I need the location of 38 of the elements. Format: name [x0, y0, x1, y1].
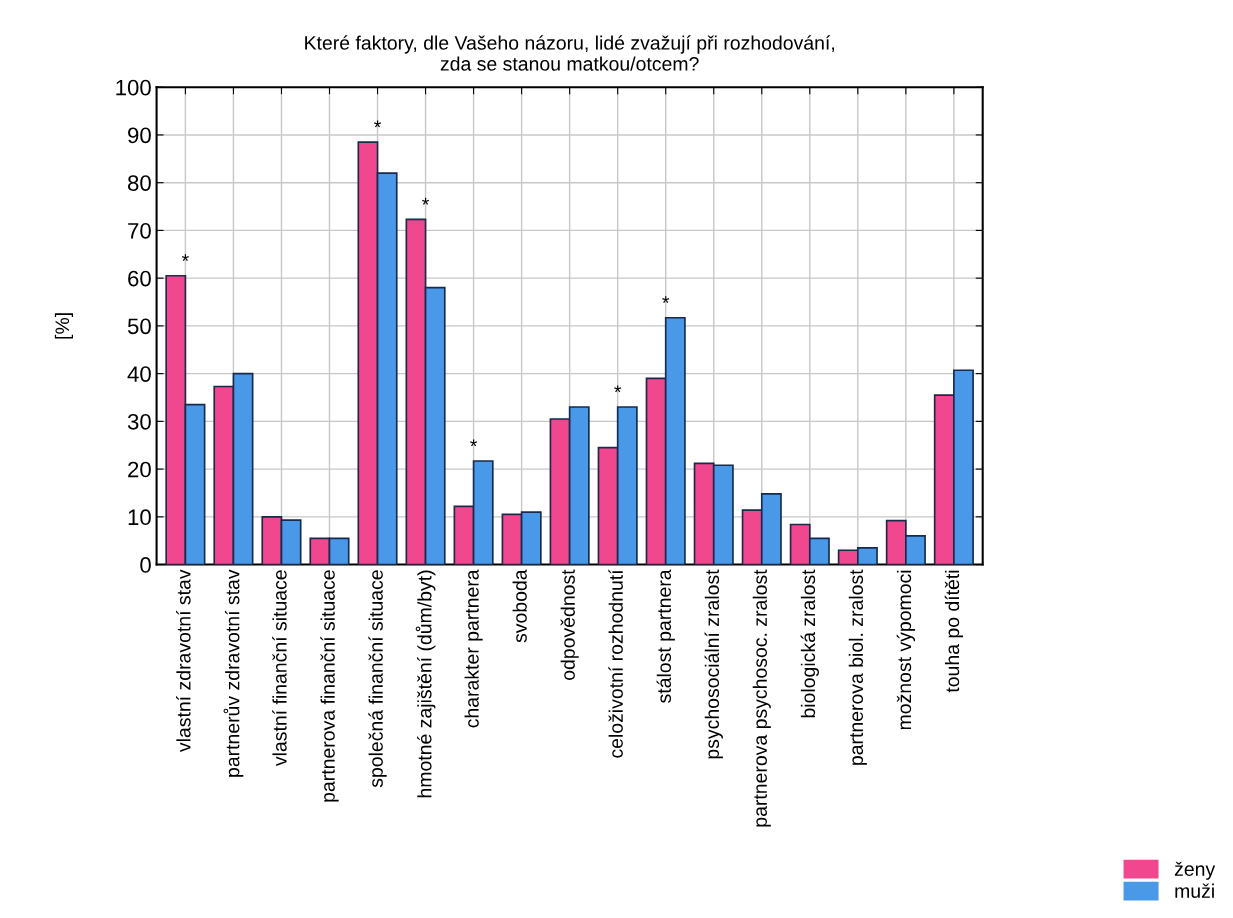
x-tick-label: partnerova psychosoc. zralost: [752, 569, 771, 827]
y-tick-label: 0: [140, 557, 151, 573]
y-tick-label: 40: [127, 366, 151, 382]
x-tick-label: celoživotní rozhodnutí: [608, 569, 623, 758]
x-tick-label: vlastní zdravotní stav: [176, 569, 191, 752]
x-tick-label: charakter partnera: [464, 569, 483, 728]
x-tick-label: psychosociální zralost: [704, 569, 723, 759]
legend-label: ženy: [1174, 861, 1216, 880]
annotation: *: [662, 296, 670, 304]
y-tick-label: 100: [116, 79, 151, 96]
x-tick-label: biologická zralost: [800, 569, 819, 718]
y-tick-label: 50: [127, 318, 151, 335]
x-tick-label: možnost výpomoci: [896, 570, 916, 730]
x-tick-label: svoboda: [512, 569, 527, 643]
y-tick-label: 60: [128, 270, 151, 287]
x-tick-label: společná finanční situace: [368, 570, 387, 788]
y-tick-label: 70: [128, 222, 151, 239]
y-tick-label: 80: [127, 175, 151, 191]
x-tick-label: hmotné zajištění (dům/byt): [415, 570, 436, 798]
chart-title: Které faktory, dle Vašeho názoru, lidé zvažují při rozhodování, zda se stanou matkou/otcem?: [305, 35, 834, 71]
x-tick-label: partnerova biol. zralost: [848, 569, 867, 765]
x-tick-label: odpovědnost: [560, 569, 579, 680]
x-tick-label: vlastní finanční situace: [272, 570, 287, 767]
annotation: *: [614, 385, 622, 393]
annotation: *: [374, 120, 382, 128]
x-tick-label: touha po dítěti: [944, 570, 964, 693]
x-tick-label: partnerův zdravotní stav: [223, 569, 244, 777]
y-tick-label: 10: [128, 509, 151, 526]
y-tick-label: 90: [128, 127, 151, 144]
x-tick-label: partnerova finanční situace: [320, 570, 339, 802]
annotation: *: [422, 197, 430, 205]
y-tick-label: 20: [128, 461, 151, 478]
legend-label: muži: [1175, 883, 1214, 898]
annotation: *: [181, 254, 189, 262]
y-tick-label: 30: [127, 413, 151, 430]
x-tick-label: stálost partnera: [656, 569, 675, 703]
annotation: *: [470, 439, 478, 447]
y-axis-title: [%]: [54, 313, 73, 339]
